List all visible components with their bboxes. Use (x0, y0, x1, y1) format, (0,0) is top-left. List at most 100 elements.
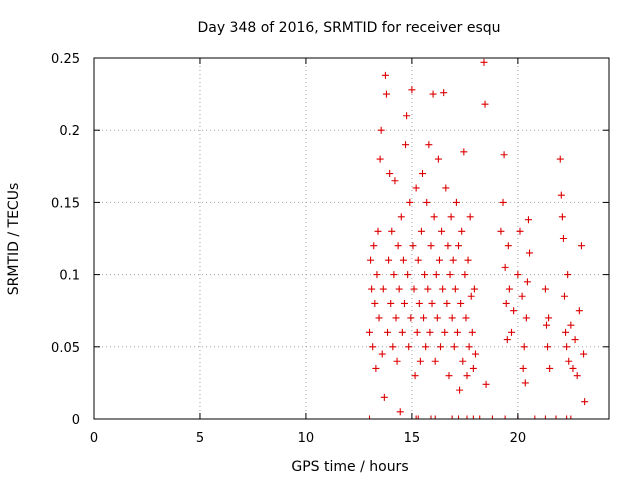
data-point (559, 235, 567, 242)
x-axis: 0 5 10 15 20 (90, 58, 526, 446)
data-point (444, 242, 452, 250)
data-point (518, 292, 526, 300)
data-point (462, 314, 470, 322)
data-point (580, 350, 588, 358)
data-point (569, 364, 577, 372)
data-point (459, 357, 467, 365)
data-point (433, 314, 441, 322)
x-tick-label: 20 (510, 431, 527, 446)
data-point (442, 184, 450, 192)
data-point (441, 328, 449, 336)
data-point (409, 242, 417, 250)
data-point (388, 227, 396, 235)
data-point (402, 141, 410, 149)
zero-value-point (567, 415, 575, 420)
data-point (396, 408, 404, 416)
y-tick-label: 0 (72, 413, 80, 428)
data-point (546, 364, 554, 372)
data-point (480, 58, 488, 66)
data-point (416, 357, 424, 365)
data-point (398, 328, 406, 336)
data-point (391, 177, 399, 185)
data-point (439, 285, 447, 293)
grid-lines (94, 58, 609, 419)
data-point (514, 271, 522, 279)
plot-frame (93, 57, 610, 420)
data-point (374, 227, 382, 235)
data-point (420, 314, 428, 322)
data-point (562, 328, 570, 336)
data-point (373, 271, 381, 279)
data-point (557, 191, 565, 199)
data-point (443, 299, 451, 307)
data-point (404, 271, 412, 279)
data-point (434, 155, 442, 163)
data-point (435, 256, 443, 264)
y-tick-label: 0.25 (51, 52, 80, 67)
data-point (501, 263, 509, 271)
data-point (458, 227, 466, 235)
data-point (370, 242, 378, 250)
zero-value-point (476, 415, 484, 420)
data-point (452, 198, 460, 206)
data-point (424, 285, 432, 293)
data-point (421, 271, 429, 279)
data-point (406, 198, 414, 206)
zero-value-point (541, 415, 549, 420)
data-point (470, 285, 478, 293)
data-point (371, 299, 379, 307)
data-point (393, 357, 401, 365)
data-point (429, 90, 437, 98)
data-point (376, 155, 384, 163)
data-point (468, 328, 476, 336)
data-points (366, 58, 589, 420)
x-tick-label: 10 (298, 431, 315, 446)
data-point (453, 328, 461, 336)
data-point (384, 328, 392, 336)
data-point (545, 314, 553, 322)
data-point (542, 321, 550, 329)
data-point (573, 372, 581, 380)
data-point (394, 242, 402, 250)
data-point (500, 151, 508, 159)
data-point (380, 393, 388, 401)
data-point (372, 364, 380, 372)
data-point (423, 198, 431, 206)
data-point (465, 343, 473, 351)
data-point (526, 249, 534, 257)
data-point (428, 299, 436, 307)
data-point (457, 299, 465, 307)
data-point (414, 256, 422, 264)
zero-value-point (501, 415, 509, 420)
x-axis-label: GPS time / hours (291, 459, 408, 475)
data-point (563, 343, 571, 351)
data-point (378, 350, 386, 358)
data-point (389, 343, 397, 351)
data-point (405, 343, 413, 351)
data-point (481, 100, 489, 108)
zero-value-point (552, 415, 560, 420)
data-point (440, 89, 448, 97)
data-point (558, 213, 566, 221)
data-point (422, 343, 430, 351)
data-point (523, 278, 531, 286)
data-point (417, 227, 425, 235)
data-point (466, 213, 474, 221)
zero-value-point (455, 415, 463, 420)
data-point (581, 398, 589, 406)
data-point (451, 285, 459, 293)
data-point (437, 343, 445, 351)
data-point (504, 242, 512, 250)
zero-value-point (366, 415, 374, 420)
y-axis: 0 0.05 0.1 0.15 0.2 0.25 (51, 52, 609, 428)
data-point (407, 314, 415, 322)
data-point (386, 170, 394, 178)
data-point (366, 328, 374, 336)
data-point (455, 242, 463, 250)
data-point (379, 285, 387, 293)
data-point (408, 86, 416, 94)
data-point (565, 357, 573, 365)
data-point (392, 314, 400, 322)
data-point (403, 112, 411, 120)
data-point (482, 380, 490, 388)
